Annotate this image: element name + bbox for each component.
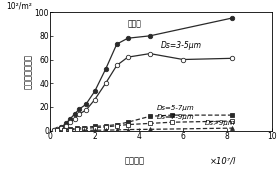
Text: 砉粒濃度: 砉粒濃度 [124, 157, 144, 165]
Y-axis label: スクラッチ個数: スクラッチ個数 [24, 54, 33, 89]
Text: ×10⁷/l: ×10⁷/l [210, 157, 236, 165]
Text: Ds=5-7μm: Ds=5-7μm [157, 105, 194, 111]
Text: 総個数: 総個数 [128, 19, 142, 28]
Text: Ds=7-9μm: Ds=7-9μm [157, 114, 194, 120]
Text: Ds=3-5μm: Ds=3-5μm [161, 41, 202, 50]
Text: Ds>9μm: Ds>9μm [205, 120, 236, 126]
Text: 10²/m²: 10²/m² [6, 2, 32, 11]
